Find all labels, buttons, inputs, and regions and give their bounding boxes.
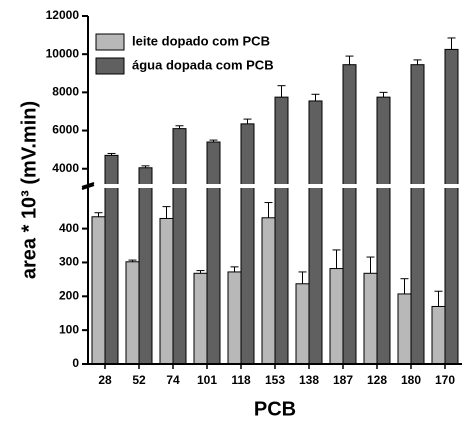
bar	[274, 96, 289, 184]
bar	[159, 217, 174, 365]
bar	[342, 64, 357, 184]
x-tick-label: 128	[367, 373, 387, 387]
bar	[125, 261, 140, 365]
y-axis-label: area * 10³ (mV.min)	[18, 101, 40, 279]
bar	[397, 293, 412, 365]
bar	[172, 128, 187, 184]
y-tick-label: 100	[59, 322, 79, 336]
y-tick-label: 400	[59, 221, 79, 235]
bar	[363, 272, 378, 365]
legend-swatch	[95, 57, 125, 75]
x-tick-label: 74	[166, 373, 180, 387]
bar	[410, 64, 425, 184]
y-tick-label: 200	[59, 288, 79, 302]
bar	[376, 96, 391, 184]
y-tick-label: 12000	[46, 8, 80, 22]
bar	[329, 268, 344, 365]
legend-label: água dopada com PCB	[132, 57, 274, 72]
x-tick-label: 101	[197, 373, 217, 387]
x-tick-label: 138	[299, 373, 319, 387]
upper-panel	[104, 37, 459, 184]
x-axis-label: PCB	[254, 398, 296, 420]
y-tick-label: 8000	[52, 85, 79, 99]
x-tick-label: 52	[132, 373, 146, 387]
bar	[444, 48, 459, 184]
bar	[261, 217, 276, 365]
bar	[193, 272, 208, 365]
axis-break	[81, 182, 95, 188]
x-tick-label: 153	[265, 373, 285, 387]
axis-break	[81, 184, 95, 190]
bar	[206, 141, 221, 184]
x-tick-label: 170	[435, 373, 455, 387]
y-tick-label: 6000	[52, 123, 79, 137]
bar	[227, 271, 242, 365]
y-tick-label: 300	[59, 255, 79, 269]
bar	[295, 283, 310, 365]
bar	[240, 123, 255, 184]
bar	[308, 100, 323, 184]
bar	[431, 305, 446, 365]
y-tick-label: 0	[72, 356, 79, 370]
legend-swatch	[95, 33, 125, 51]
y-tick-label: 10000	[46, 46, 80, 60]
x-tick-label: 118	[231, 373, 251, 387]
x-tick-label: 187	[333, 373, 353, 387]
legend-label: leite dopado com PCB	[132, 33, 270, 48]
x-tick-label: 28	[98, 373, 112, 387]
bar	[91, 216, 106, 365]
x-tick-label: 180	[401, 373, 421, 387]
y-tick-label: 4000	[52, 161, 79, 175]
